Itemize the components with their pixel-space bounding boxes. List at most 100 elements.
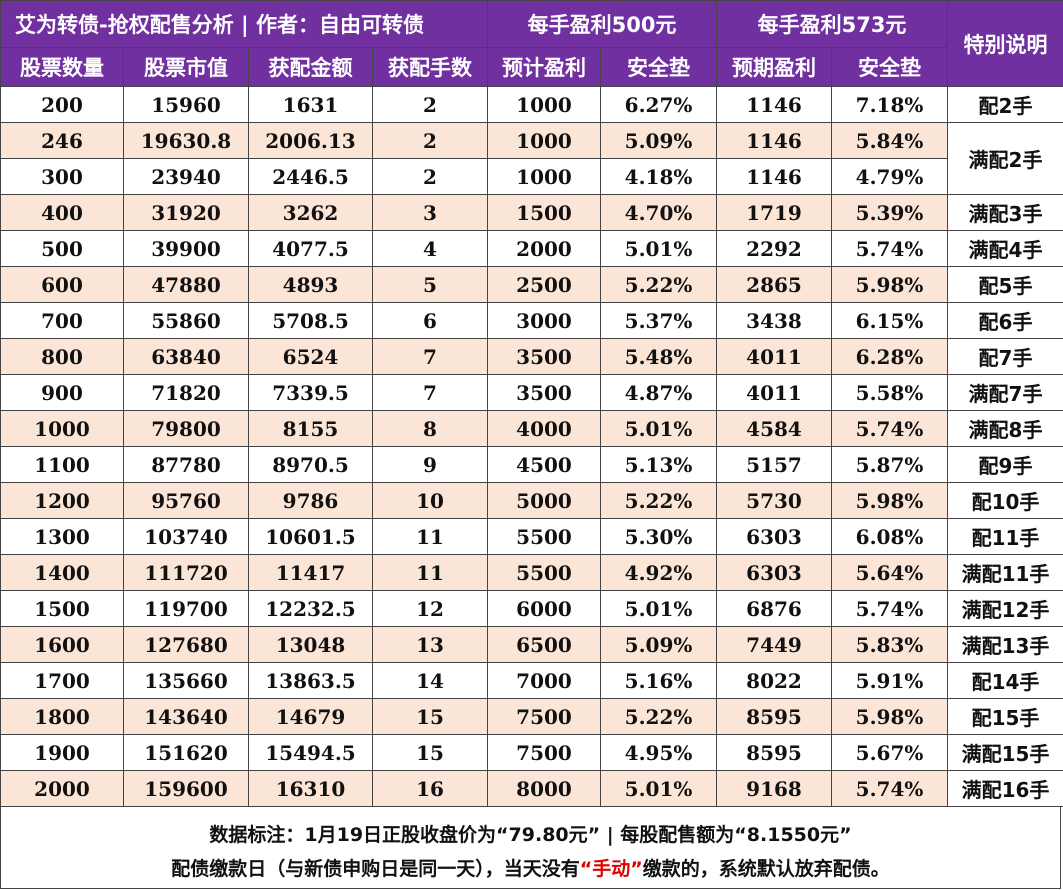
table-row: 1300 103740 10601.5 11 5500 5.30% 6303 6.08% 配11… xyxy=(0,518,1063,555)
cell-safety-margin-500: 5.01% xyxy=(600,590,718,627)
cell-safety-margin-573: 5.98% xyxy=(831,266,949,303)
cell-share-value: 47880 xyxy=(123,266,249,303)
cell-safety-margin-500: 5.09% xyxy=(600,626,718,663)
table-row: 1200 95760 9786 10 5000 5.22% 5730 5.98% 配10手 xyxy=(0,482,1063,519)
cell-share-count: 500 xyxy=(0,230,124,267)
cell-safety-margin-573: 4.79% xyxy=(831,158,949,195)
cell-est-profit: 1000 xyxy=(487,158,602,195)
cell-est-profit: 5500 xyxy=(487,518,602,555)
footnote-payment-line: 配债缴款日（与新债申购日是同一天），当天没有“手动”缴款的，系统默认放弃配债。 xyxy=(1,854,1060,881)
cell-exp-profit: 3438 xyxy=(716,302,833,339)
cell-safety-margin-500: 4.95% xyxy=(600,734,718,771)
cell-allot-lots: 2 xyxy=(371,158,489,195)
cell-share-count: 400 xyxy=(0,194,124,231)
allotment-table: 艾为转债-抢权配售分析 | 作者：自由可转债 每手盈利500元 每手盈利573元… xyxy=(0,0,1063,807)
table-row: 2000 159600 16310 16 8000 5.01% 9168 5.74% 满配16手 xyxy=(0,770,1063,807)
cell-exp-profit: 8022 xyxy=(716,662,833,699)
cell-safety-margin-573: 5.91% xyxy=(831,662,949,699)
cell-safety-margin-500: 4.92% xyxy=(600,554,718,591)
cell-allot-lots: 4 xyxy=(371,230,489,267)
cell-safety-margin-573: 5.74% xyxy=(831,770,949,807)
cell-allot-lots: 9 xyxy=(371,446,489,483)
cell-allot-lots: 2 xyxy=(371,122,489,159)
cell-safety-margin-573: 5.74% xyxy=(831,590,949,627)
cell-est-profit: 3000 xyxy=(487,302,602,339)
cell-allot-amount: 4077.5 xyxy=(248,230,373,267)
cell-safety-margin-573: 5.98% xyxy=(831,698,949,735)
cell-exp-profit: 1146 xyxy=(716,86,833,123)
cell-exp-profit: 5730 xyxy=(716,482,833,519)
table-row: 1500 119700 12232.5 12 6000 5.01% 6876 5.74% 满配1… xyxy=(0,590,1063,627)
cell-share-value: 31920 xyxy=(123,194,249,231)
cell-exp-profit: 5157 xyxy=(716,446,833,483)
cell-allot-amount: 6524 xyxy=(248,338,373,375)
footnote-payment-text: 配债缴款日（与新债申购日是同一天），当天没有 xyxy=(171,858,580,880)
cell-safety-margin-500: 5.01% xyxy=(600,770,718,807)
table-row: 400 31920 3262 3 1500 4.70% 1719 5.39% 满配3手 xyxy=(0,194,1063,231)
cell-est-profit: 2500 xyxy=(487,266,602,303)
cell-exp-profit: 6876 xyxy=(716,590,833,627)
footnote-manual-highlight: “手动” xyxy=(579,858,643,880)
cell-share-count: 1200 xyxy=(0,482,124,519)
cell-safety-margin-573: 5.74% xyxy=(831,230,949,267)
cell-safety-margin-500: 5.13% xyxy=(600,446,718,483)
cell-allot-lots: 11 xyxy=(371,554,489,591)
cell-special-note: 配15手 xyxy=(947,698,1063,735)
cell-exp-profit: 2292 xyxy=(716,230,833,267)
cell-safety-margin-500: 5.22% xyxy=(600,266,718,303)
cell-exp-profit: 9168 xyxy=(716,770,833,807)
cell-est-profit: 8000 xyxy=(487,770,602,807)
cell-share-count: 1000 xyxy=(0,410,124,447)
table-row: 800 63840 6524 7 3500 5.48% 4011 6.28% 配7手 xyxy=(0,338,1063,375)
cell-exp-profit: 4011 xyxy=(716,374,833,411)
cell-allot-amount: 13048 xyxy=(248,626,373,663)
cell-allot-amount: 7339.5 xyxy=(248,374,373,411)
cell-special-note: 配6手 xyxy=(947,302,1063,339)
cell-allot-amount: 10601.5 xyxy=(248,518,373,555)
cell-share-value: 79800 xyxy=(123,410,249,447)
group-header-573: 每手盈利573元 xyxy=(716,0,949,48)
col-header-exp-profit: 预期盈利 xyxy=(716,47,833,87)
cell-share-value: 159600 xyxy=(123,770,249,807)
cell-allot-amount: 13863.5 xyxy=(248,662,373,699)
cell-share-count: 1100 xyxy=(0,446,124,483)
cell-safety-margin-573: 5.83% xyxy=(831,626,949,663)
cell-est-profit: 7500 xyxy=(487,734,602,771)
table-row: 1000 79800 8155 8 4000 5.01% 4584 5.74% 满配8手 xyxy=(0,410,1063,447)
cell-exp-profit: 1146 xyxy=(716,122,833,159)
cell-allot-amount: 4893 xyxy=(248,266,373,303)
cell-safety-margin-573: 5.58% xyxy=(831,374,949,411)
footnote-payment-text-end: 缴款的，系统默认放弃配债。 xyxy=(642,858,890,880)
col-header-allot-lots: 获配手数 xyxy=(371,47,489,87)
table-row: 1900 151620 15494.5 15 7500 4.95% 8595 5.67% 满配1… xyxy=(0,734,1063,771)
cell-safety-margin-500: 5.09% xyxy=(600,122,718,159)
cell-special-note: 满配12手 xyxy=(947,590,1063,627)
special-note-header: 特别说明 xyxy=(947,0,1063,87)
table-row: 1400 111720 11417 11 5500 4.92% 6303 5.64% 满配11手 xyxy=(0,554,1063,591)
cell-special-note: 配10手 xyxy=(947,482,1063,519)
cell-est-profit: 6500 xyxy=(487,626,602,663)
col-header-est-profit: 预计盈利 xyxy=(487,47,602,87)
table-row: 600 47880 4893 5 2500 5.22% 2865 5.98% 配5手 xyxy=(0,266,1063,303)
cell-allot-lots: 8 xyxy=(371,410,489,447)
cell-safety-margin-500: 5.48% xyxy=(600,338,718,375)
cell-safety-margin-573: 5.98% xyxy=(831,482,949,519)
cell-allot-amount: 12232.5 xyxy=(248,590,373,627)
cell-safety-margin-500: 4.87% xyxy=(600,374,718,411)
cell-share-value: 135660 xyxy=(123,662,249,699)
sheet-title: 艾为转债-抢权配售分析 | 作者：自由可转债 xyxy=(0,0,489,48)
cell-share-count: 200 xyxy=(0,86,124,123)
cell-special-note: 配5手 xyxy=(947,266,1063,303)
table-row: 246 19630.8 2006.13 2 1000 5.09% 1146 5.84% 满配2手 xyxy=(0,122,1063,195)
cell-est-profit: 1000 xyxy=(487,122,602,159)
cell-exp-profit: 1146 xyxy=(716,158,833,195)
cell-share-value: 23940 xyxy=(123,158,249,195)
cell-share-value: 71820 xyxy=(123,374,249,411)
cell-share-value: 143640 xyxy=(123,698,249,735)
cell-share-count: 700 xyxy=(0,302,124,339)
cell-special-note: 配9手 xyxy=(947,446,1063,483)
cell-safety-margin-500: 5.16% xyxy=(600,662,718,699)
cell-share-count: 1400 xyxy=(0,554,124,591)
footnote-price-line: 数据标注：1月19日正股收盘价为“79.80元” | 每股配售额为“8.1550… xyxy=(209,824,852,846)
